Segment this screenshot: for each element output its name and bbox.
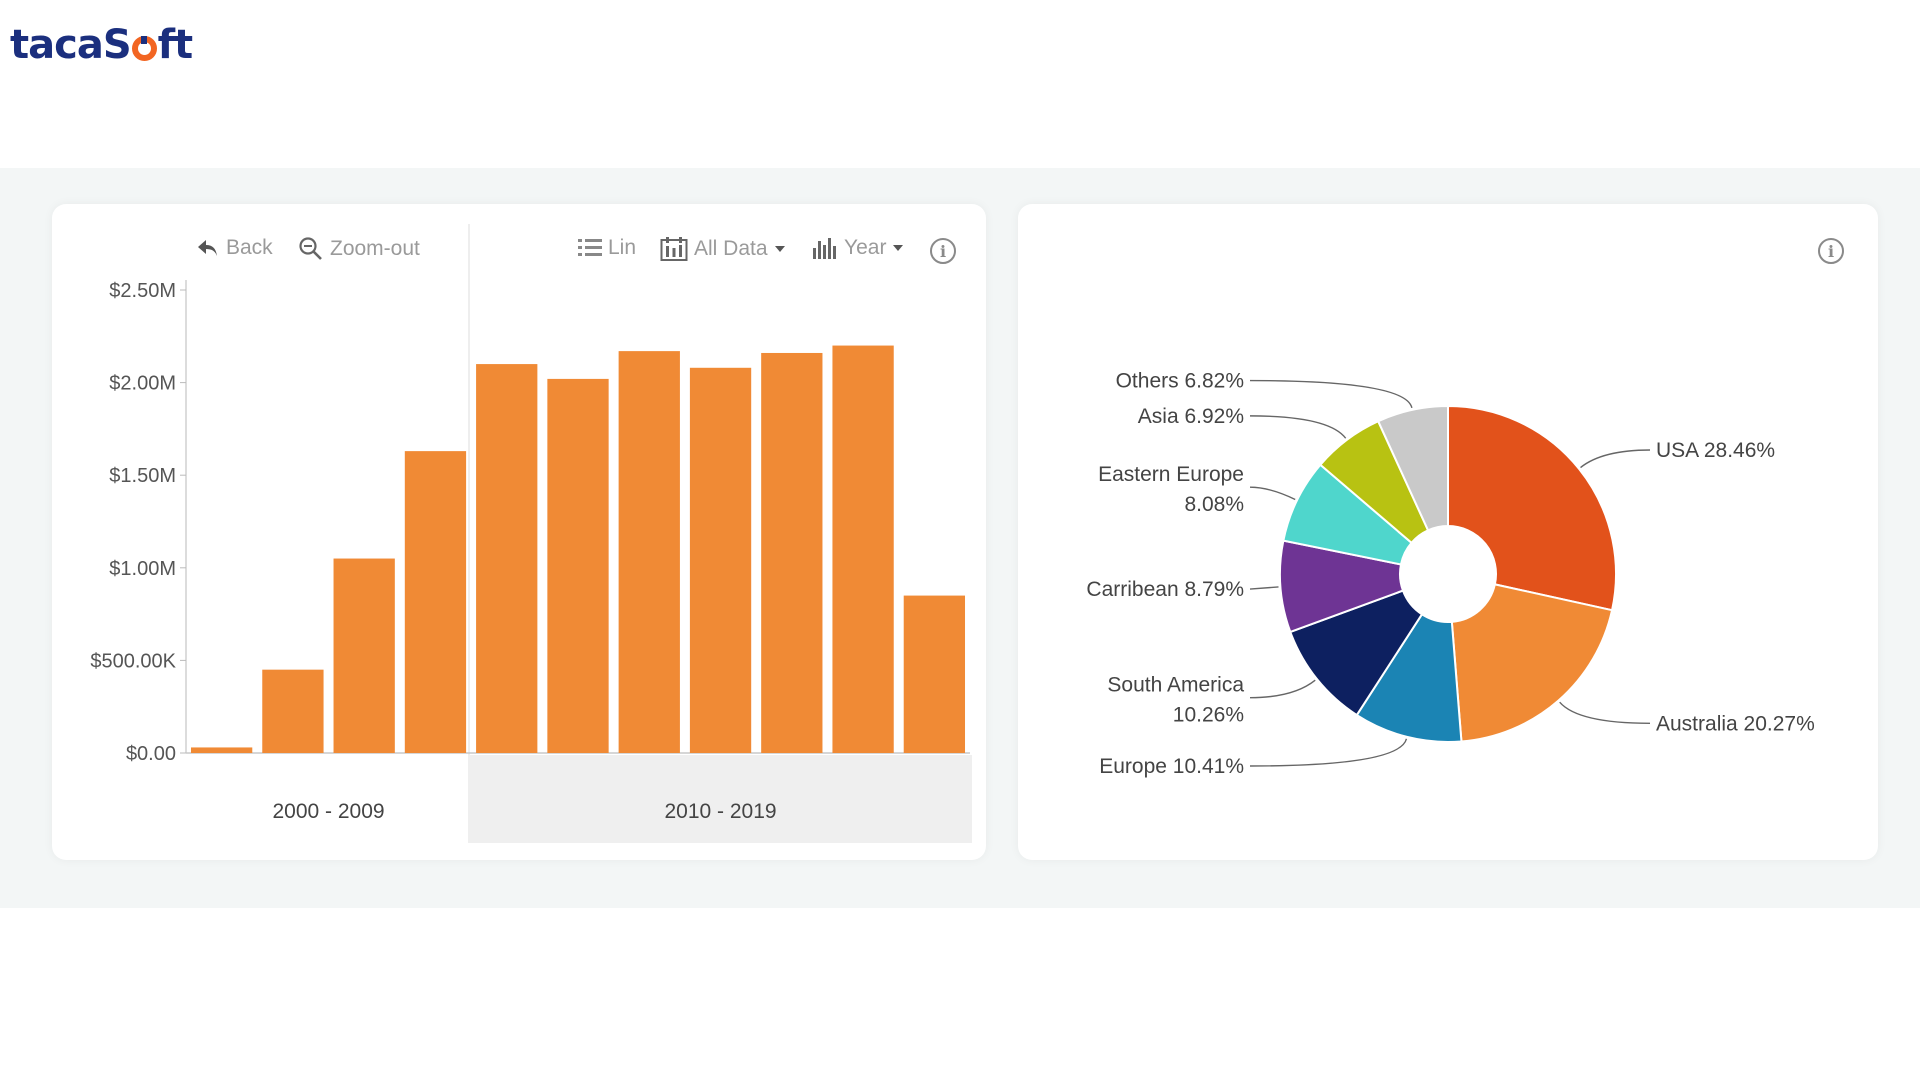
zoom-out-label: Zoom-out (330, 237, 420, 260)
bar-chart: $0.00 $500.00K $1.00M $1.50M $2.00M $2.50M 20… (90, 224, 972, 843)
slice-label: 10.26% (1173, 704, 1244, 727)
bar (262, 669, 324, 753)
lin-label: Lin (608, 236, 637, 259)
back-arrow-icon (198, 240, 217, 256)
slice-label: Asia 6.92% (1138, 405, 1244, 428)
y-tick-label: $2.50M (109, 280, 176, 302)
slice-label: Carribean 8.79% (1086, 578, 1244, 601)
zoom-out-button[interactable]: Zoom-out (298, 236, 420, 262)
pie-slice (1376, 404, 1449, 532)
pie-chart: USA 28.46% Australia 20.27% Europe 10.41% S… (1086, 370, 1814, 778)
leader-line (1249, 679, 1316, 699)
bar-chart-icon (813, 238, 836, 259)
pie-slice (1447, 404, 1617, 612)
leader-line (1580, 449, 1651, 469)
leader-line (1249, 415, 1347, 439)
bar (761, 352, 823, 753)
leader-line (1559, 701, 1651, 724)
pie-slice (1355, 612, 1463, 743)
slice-label: USA 28.46% (1656, 439, 1775, 462)
back-label: Back (226, 236, 273, 259)
year-label: Year (844, 236, 887, 259)
slice-label: Eastern Europe (1098, 463, 1244, 486)
zoom-out-icon (299, 237, 322, 260)
bar (333, 558, 395, 753)
bar (903, 595, 966, 753)
y-tick-label: $1.50M (109, 465, 176, 487)
slice-label: 8.08% (1184, 493, 1244, 516)
power-icon (131, 35, 157, 61)
back-button[interactable]: Back (196, 236, 273, 260)
x-group-label: 2000 - 2009 (272, 800, 384, 823)
leader-line (1249, 486, 1296, 501)
year-dropdown[interactable]: Year (812, 236, 904, 260)
pie-labels: USA 28.46% Australia 20.27% Europe 10.41% S… (1086, 370, 1814, 778)
bar-chart-info-icon[interactable]: i (930, 238, 956, 264)
leader-line (1249, 738, 1408, 767)
caret-down-icon (774, 246, 785, 252)
pie-chart-panel (1018, 204, 1878, 860)
y-tick-label: $1.00M (109, 558, 176, 580)
leader-line (1249, 586, 1279, 590)
pie-chart-info-icon[interactable]: i (1818, 238, 1844, 264)
slice-label: Others 6.82% (1116, 370, 1244, 393)
y-tick-label: $2.00M (109, 373, 176, 395)
pie-slice (1450, 583, 1614, 743)
calendar-icon (660, 237, 688, 261)
logo-text-right: ft (157, 22, 194, 68)
logo-text-left: tacaS (10, 22, 132, 68)
bar (190, 747, 253, 753)
bar (618, 351, 680, 753)
bar (476, 364, 538, 753)
y-tick-label: $500.00K (90, 650, 176, 672)
slice-label: Europe 10.41% (1099, 755, 1244, 778)
x-group-label: 2010 - 2019 (664, 800, 776, 823)
bar (832, 345, 894, 753)
list-icon (578, 239, 602, 256)
all-data-label: All Data (694, 237, 768, 260)
all-data-dropdown[interactable]: All Data (660, 236, 786, 262)
caret-down-icon (893, 245, 904, 251)
tacasoft-logo[interactable]: tacaS ft (10, 22, 194, 68)
selected-group-background (468, 755, 972, 843)
pie-slice (1289, 589, 1424, 717)
slice-label: Australia 20.27% (1656, 712, 1815, 735)
x-axis-groups: 2000 - 2009 2010 - 2019 (272, 800, 776, 823)
leader-line (1249, 379, 1413, 409)
y-tick-label: $0.00 (126, 743, 176, 765)
pie-slices (1279, 404, 1617, 743)
bar (404, 451, 467, 753)
slice-label: South America (1107, 674, 1244, 697)
bar (547, 378, 609, 753)
linear-scale-button[interactable]: Lin (578, 236, 636, 260)
bar (689, 367, 752, 753)
bars (190, 345, 966, 753)
